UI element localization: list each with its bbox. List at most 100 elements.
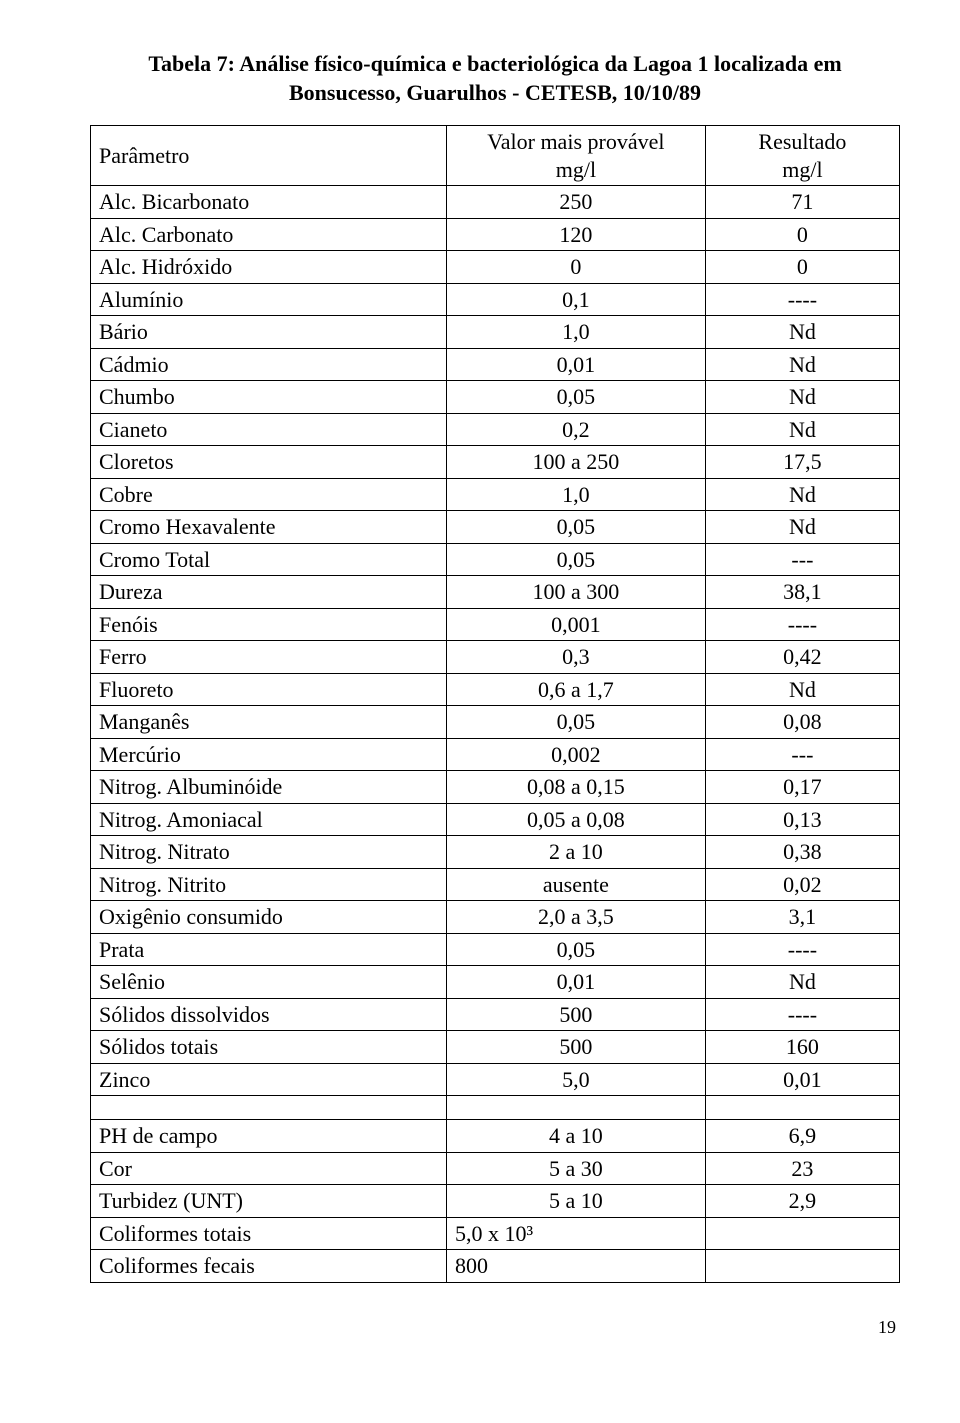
cell-param: PH de campo: [91, 1120, 447, 1153]
cell-param: Selênio: [91, 966, 447, 999]
table-row: Cloretos100 a 25017,5: [91, 446, 900, 479]
table-row: Alc. Bicarbonato25071: [91, 186, 900, 219]
cell-result: 2,9: [705, 1185, 899, 1218]
table-header-row: Parâmetro Valor mais provável mg/l Resul…: [91, 126, 900, 186]
cell-result: Nd: [705, 478, 899, 511]
cell-result: 0: [705, 251, 899, 284]
cell-result: 0,17: [705, 771, 899, 804]
cell-value: 0,05: [446, 511, 705, 544]
cell-value: 0,1: [446, 283, 705, 316]
cell-param: Sólidos totais: [91, 1031, 447, 1064]
cell-result: 160: [705, 1031, 899, 1064]
cell-result: 38,1: [705, 576, 899, 609]
cell-value: 5,0 x 10³: [446, 1217, 705, 1250]
cell-result: ----: [705, 283, 899, 316]
cell-result: 0,38: [705, 836, 899, 869]
cell-result: 0: [705, 218, 899, 251]
table-row: Alc. Hidróxido00: [91, 251, 900, 284]
cell-result: [705, 1217, 899, 1250]
cell-value: 250: [446, 186, 705, 219]
cell-value: 0,05: [446, 706, 705, 739]
table-row: Cromo Total0,05---: [91, 543, 900, 576]
cell-result: Nd: [705, 316, 899, 349]
cell-param: Alumínio: [91, 283, 447, 316]
cell-value: 0,01: [446, 348, 705, 381]
cell-param: Manganês: [91, 706, 447, 739]
table-row: Nitrog. Nitrato2 a 100,38: [91, 836, 900, 869]
cell-result: 6,9: [705, 1120, 899, 1153]
cell-value: 5,0: [446, 1063, 705, 1096]
cell-param: Coliformes totais: [91, 1217, 447, 1250]
cell-value: 1,0: [446, 478, 705, 511]
table-row: Coliformes fecais800: [91, 1250, 900, 1283]
cell-param: Nitrog. Amoniacal: [91, 803, 447, 836]
analysis-table: Parâmetro Valor mais provável mg/l Resul…: [90, 125, 900, 1283]
spacer-row: [91, 1096, 900, 1120]
table-row: Mercúrio0,002---: [91, 738, 900, 771]
cell-param: Alc. Carbonato: [91, 218, 447, 251]
cell-value: 500: [446, 998, 705, 1031]
cell-param: Cor: [91, 1152, 447, 1185]
cell-param: Turbidez (UNT): [91, 1185, 447, 1218]
cell-result: 23: [705, 1152, 899, 1185]
cell-result: ---: [705, 738, 899, 771]
cell-param: Prata: [91, 933, 447, 966]
title-line-2: Bonsucesso, Guarulhos - CETESB, 10/10/89: [289, 80, 701, 105]
table-row: Cádmio0,01Nd: [91, 348, 900, 381]
cell-result: 0,08: [705, 706, 899, 739]
cell-param: Cromo Total: [91, 543, 447, 576]
cell-value: 0,05 a 0,08: [446, 803, 705, 836]
cell-param: Zinco: [91, 1063, 447, 1096]
table-row: Alc. Carbonato1200: [91, 218, 900, 251]
cell-result: 0,42: [705, 641, 899, 674]
cell-result: 71: [705, 186, 899, 219]
page-number: 19: [90, 1317, 900, 1338]
cell-param: Cianeto: [91, 413, 447, 446]
cell-value: 2,0 a 3,5: [446, 901, 705, 934]
table-title: Tabela 7: Análise físico-química e bacte…: [90, 50, 900, 107]
cell-value: 100 a 300: [446, 576, 705, 609]
cell-param: Nitrog. Nitrito: [91, 868, 447, 901]
cell-value: 2 a 10: [446, 836, 705, 869]
table-row: Fenóis0,001----: [91, 608, 900, 641]
cell-param: Fenóis: [91, 608, 447, 641]
cell-value: 0,08 a 0,15: [446, 771, 705, 804]
table-row: Cromo Hexavalente0,05Nd: [91, 511, 900, 544]
cell-result: 17,5: [705, 446, 899, 479]
cell-value: 100 a 250: [446, 446, 705, 479]
cell-param: Nitrog. Nitrato: [91, 836, 447, 869]
cell-value: 0: [446, 251, 705, 284]
table-row: Chumbo0,05Nd: [91, 381, 900, 414]
cell-value: 0,002: [446, 738, 705, 771]
cell-value: 0,001: [446, 608, 705, 641]
cell-param: Fluoreto: [91, 673, 447, 706]
cell-param: Bário: [91, 316, 447, 349]
cell-result: [705, 1250, 899, 1283]
cell-result: 3,1: [705, 901, 899, 934]
cell-result: 0,02: [705, 868, 899, 901]
table-row: Nitrog. Amoniacal0,05 a 0,080,13: [91, 803, 900, 836]
table-row: Coliformes totais5,0 x 10³: [91, 1217, 900, 1250]
cell-result: ----: [705, 998, 899, 1031]
cell-param: Cromo Hexavalente: [91, 511, 447, 544]
cell-value: 0,2: [446, 413, 705, 446]
table-row: PH de campo4 a 106,9: [91, 1120, 900, 1153]
table-row: Ferro0,30,42: [91, 641, 900, 674]
cell-param: Oxigênio consumido: [91, 901, 447, 934]
table-row: Zinco5,00,01: [91, 1063, 900, 1096]
table-row: Cor5 a 3023: [91, 1152, 900, 1185]
cell-param: Cádmio: [91, 348, 447, 381]
cell-param: Mercúrio: [91, 738, 447, 771]
table-row: Nitrog. Nitritoausente0,02: [91, 868, 900, 901]
cell-result: ---: [705, 543, 899, 576]
cell-value: 5 a 30: [446, 1152, 705, 1185]
table-row: Manganês0,050,08: [91, 706, 900, 739]
cell-param: Chumbo: [91, 381, 447, 414]
cell-param: Coliformes fecais: [91, 1250, 447, 1283]
table-row: Turbidez (UNT)5 a 102,9: [91, 1185, 900, 1218]
table-row: Alumínio0,1----: [91, 283, 900, 316]
table-row: Oxigênio consumido2,0 a 3,53,1: [91, 901, 900, 934]
cell-result: Nd: [705, 348, 899, 381]
cell-result: ----: [705, 608, 899, 641]
cell-value: 0,3: [446, 641, 705, 674]
